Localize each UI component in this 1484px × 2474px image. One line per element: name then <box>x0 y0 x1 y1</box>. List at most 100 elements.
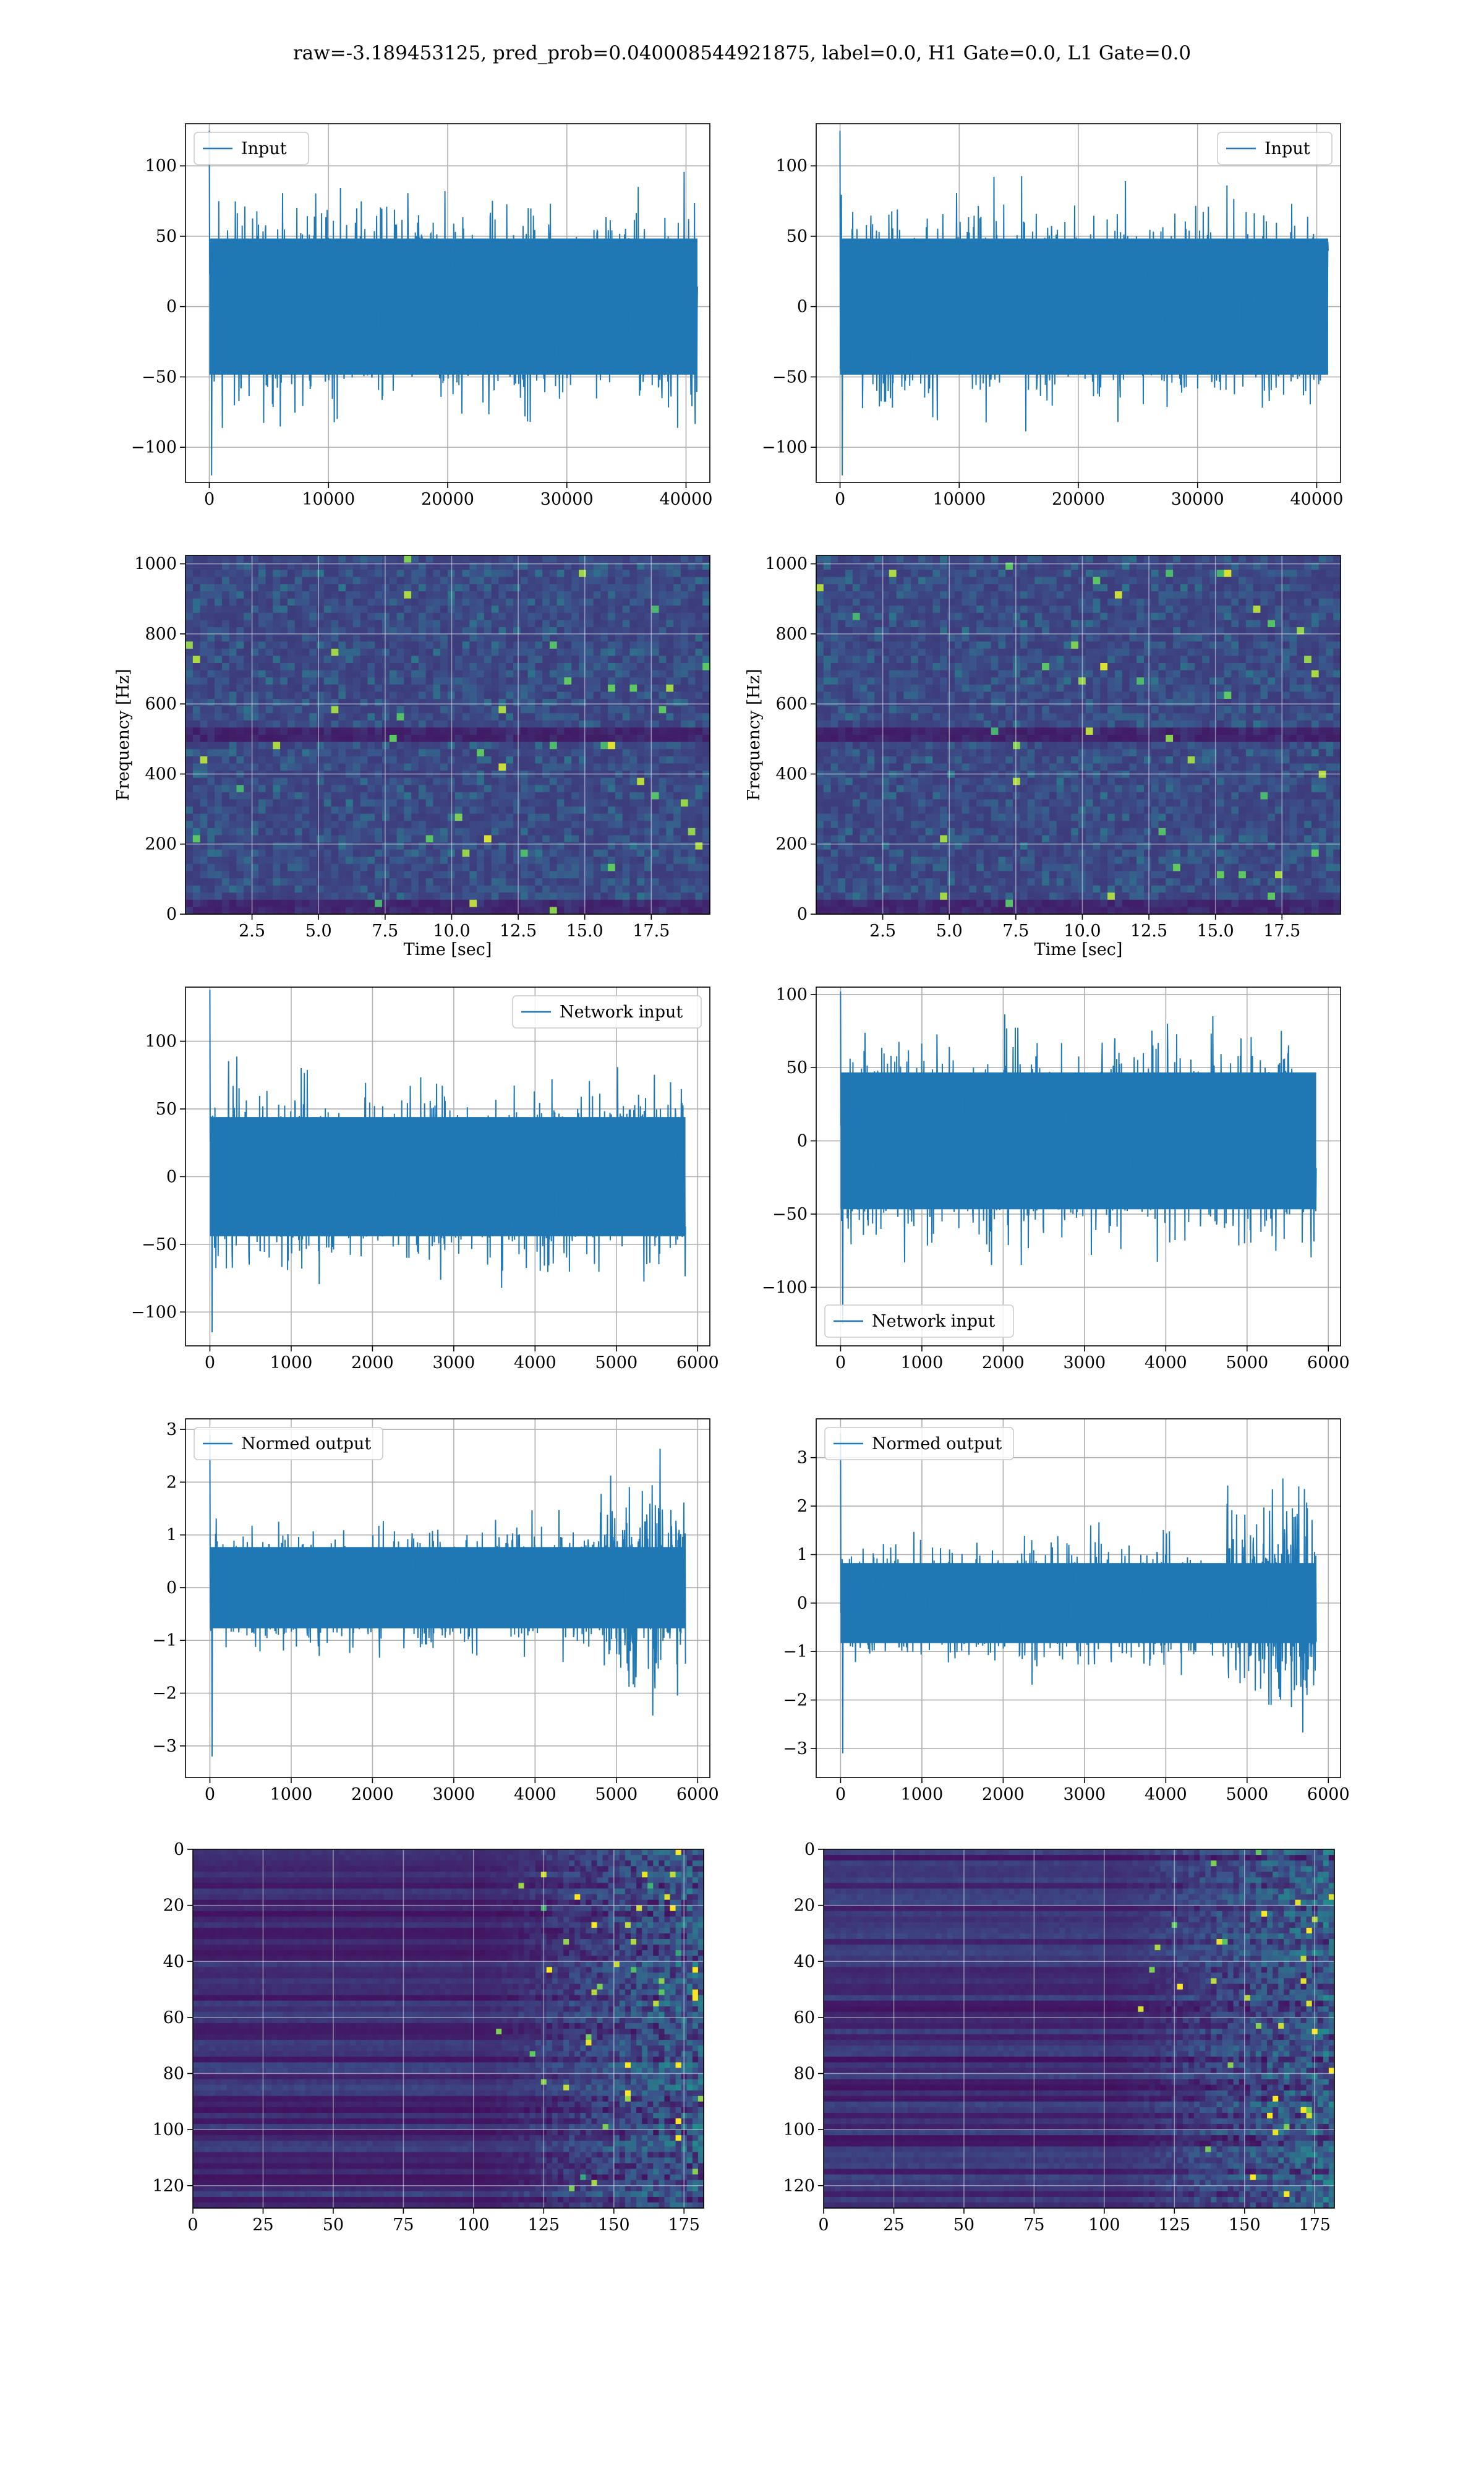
heatmap-cell <box>695 555 703 563</box>
heatmap-cell <box>265 656 273 664</box>
heatmap-cell <box>389 821 398 829</box>
heatmap-cell <box>556 555 565 563</box>
heatmap-cell <box>425 742 434 750</box>
heatmap-cell <box>940 691 948 700</box>
heatmap-cell <box>513 821 521 829</box>
heatmap-cell <box>615 691 623 700</box>
heatmap-cell <box>564 670 572 678</box>
heatmap-cell <box>200 777 208 785</box>
heatmap-cell <box>695 821 703 829</box>
heatmap-cell <box>448 899 456 907</box>
heatmap-cell <box>367 821 375 829</box>
heatmap-cell <box>244 576 252 584</box>
heatmap-cell <box>258 727 267 735</box>
heatmap-cell <box>404 807 412 815</box>
heatmap-cell <box>484 598 492 606</box>
heatmap-cell <box>983 771 992 779</box>
heatmap-cell <box>294 763 303 771</box>
y-tick-label: 600 <box>145 695 177 714</box>
series-line <box>839 131 1329 476</box>
heatmap-cell <box>845 648 853 656</box>
heatmap-cell <box>520 849 529 857</box>
heatmap-cell <box>889 871 897 879</box>
heatmap-cell <box>932 878 940 886</box>
heatmap-cell <box>542 863 550 871</box>
heatmap-cell <box>622 691 631 700</box>
heatmap-cell <box>454 849 463 857</box>
heatmap-cell <box>816 677 824 685</box>
heatmap-cell <box>918 627 926 635</box>
heatmap-cell <box>294 699 303 707</box>
heatmap-cell <box>404 684 412 692</box>
heatmap-cell <box>549 799 558 807</box>
heatmap-cell <box>317 570 325 578</box>
heatmap-cell <box>294 656 303 664</box>
heatmap-cell <box>331 871 339 879</box>
heatmap-cell <box>600 699 608 707</box>
heatmap-cell <box>331 570 339 578</box>
heatmap-cell <box>852 656 861 664</box>
heatmap-cell <box>360 785 369 793</box>
heatmap-cell <box>498 842 506 850</box>
heatmap-cell <box>940 892 948 901</box>
heatmap-cell <box>845 813 853 821</box>
heatmap-cell <box>498 863 506 871</box>
heatmap-cell <box>418 598 427 606</box>
heatmap-cell <box>874 570 882 578</box>
heatmap-cell <box>673 591 681 599</box>
heatmap-cell <box>367 634 375 642</box>
heatmap-cell <box>882 885 890 893</box>
heatmap-cell <box>969 763 977 771</box>
heatmap-cell <box>564 763 572 771</box>
heatmap-cell <box>991 871 999 879</box>
heatmap-cell <box>352 871 361 879</box>
heatmap-cell <box>896 821 904 829</box>
heatmap-cell <box>323 878 332 886</box>
heatmap-cell <box>251 656 259 664</box>
heatmap-cell <box>484 835 492 843</box>
heatmap-cell <box>859 799 868 807</box>
heatmap-cell <box>954 606 963 614</box>
heatmap-cell <box>940 771 948 779</box>
heatmap-cell <box>477 849 485 857</box>
heatmap-cell <box>462 821 470 829</box>
heatmap-cell <box>845 821 853 829</box>
heatmap-cell <box>688 735 696 743</box>
heatmap-cell <box>535 871 543 879</box>
heatmap-cell <box>947 785 955 793</box>
heatmap-cell <box>688 835 696 843</box>
heatmap-cell <box>896 785 904 793</box>
heatmap-cell <box>221 899 230 907</box>
heatmap-cell <box>983 749 992 757</box>
heatmap-cell <box>845 742 853 750</box>
heatmap-cell <box>680 727 689 735</box>
heatmap-cell <box>962 756 970 764</box>
heatmap-cell <box>666 620 674 628</box>
heatmap-cell <box>309 620 317 628</box>
heatmap-cell <box>947 720 955 728</box>
heatmap-cell <box>969 584 977 592</box>
heatmap-cell <box>673 641 681 649</box>
heatmap-cell <box>229 878 237 886</box>
heatmap-cell <box>215 684 223 692</box>
heatmap-cell <box>244 907 252 915</box>
heatmap-cell <box>659 634 667 642</box>
heatmap-cell <box>404 713 412 721</box>
heatmap-cell <box>889 720 897 728</box>
heatmap-cell <box>666 691 674 700</box>
heatmap-cell <box>506 756 514 764</box>
heatmap-cell <box>889 620 897 628</box>
heatmap-cell <box>816 576 824 584</box>
heatmap-cell <box>331 735 339 743</box>
heatmap-cell <box>244 706 252 714</box>
heatmap-cell <box>294 663 303 671</box>
heatmap-cell <box>462 863 470 871</box>
heatmap-cell <box>889 849 897 857</box>
heatmap-cell <box>549 584 558 592</box>
heatmap-cell <box>527 842 535 850</box>
heatmap-cell <box>882 792 890 800</box>
heatmap-cell <box>830 641 838 649</box>
heatmap-cell <box>382 785 390 793</box>
heatmap-cell <box>549 878 558 886</box>
heatmap-cell <box>491 813 500 821</box>
